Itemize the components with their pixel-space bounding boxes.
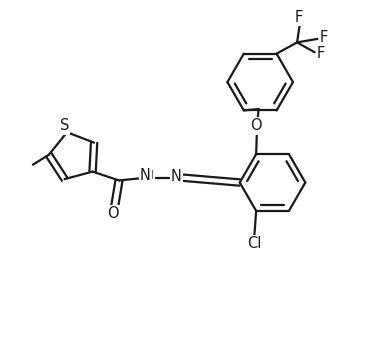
Text: H: H (144, 169, 154, 182)
Text: N: N (171, 169, 182, 184)
Text: F: F (295, 10, 303, 25)
Text: F: F (317, 46, 325, 61)
Text: F: F (320, 30, 328, 45)
Text: Cl: Cl (247, 236, 262, 251)
Text: S: S (60, 118, 69, 134)
Text: N: N (140, 168, 151, 183)
Text: O: O (250, 118, 262, 134)
Text: O: O (108, 206, 119, 221)
